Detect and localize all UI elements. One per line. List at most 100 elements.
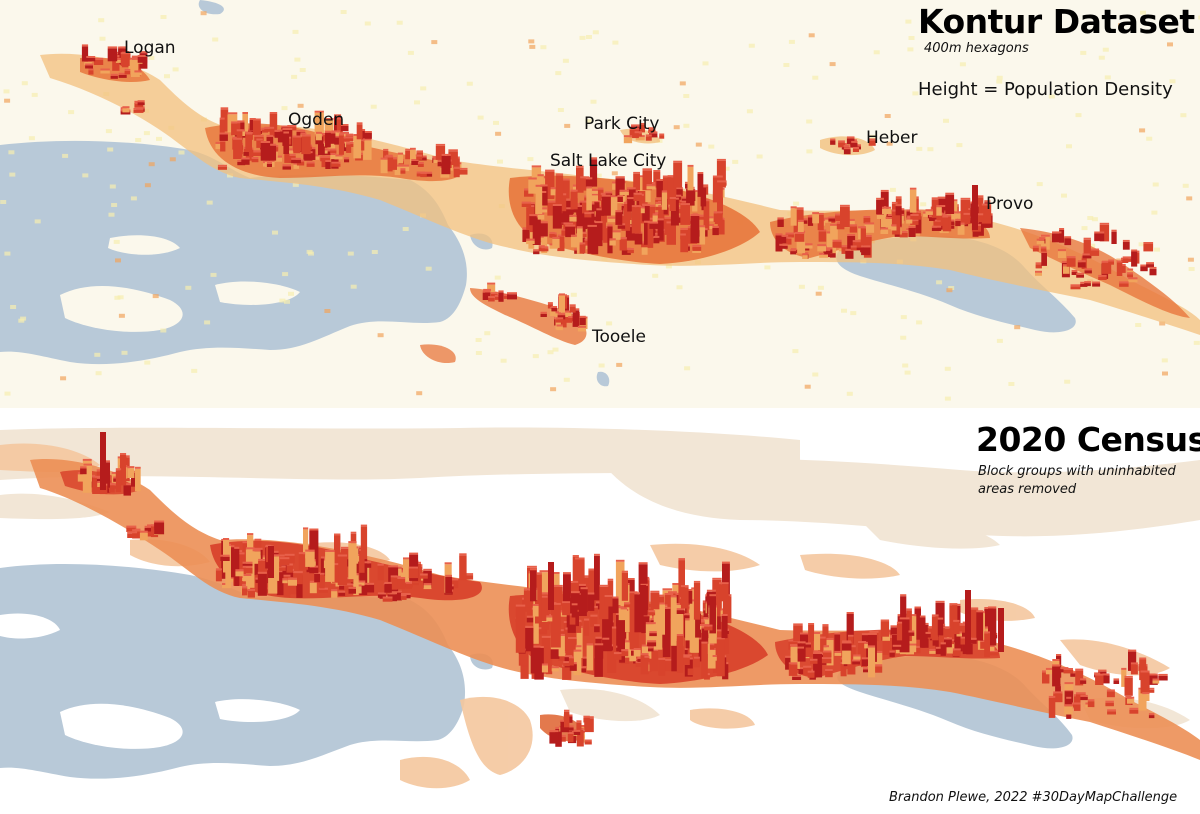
density-bar-top (1056, 654, 1062, 656)
density-bar-top (703, 617, 710, 620)
density-bar (908, 632, 915, 636)
density-bar (441, 163, 451, 175)
density-bar (154, 522, 165, 535)
density-bar-top (324, 118, 334, 120)
sparse-hex (817, 285, 824, 290)
density-bar-top (411, 159, 419, 161)
density-bar (120, 455, 127, 486)
density-bar (840, 664, 847, 677)
density-bar (115, 470, 122, 493)
density-bar (390, 159, 397, 170)
density-bar (832, 241, 842, 248)
density-bar-top (528, 177, 537, 180)
sparse-hex (944, 396, 951, 401)
density-bar (674, 614, 684, 647)
density-bar-top (896, 621, 903, 624)
density-bar (539, 572, 549, 604)
density-bar (680, 235, 686, 240)
density-bar-top (826, 637, 834, 640)
density-bar (797, 221, 804, 240)
density-bar-top (229, 545, 235, 548)
density-bar-top (712, 226, 719, 228)
density-bar-top (717, 180, 727, 183)
density-bar-top (219, 132, 228, 135)
density-bar-top (293, 162, 299, 165)
density-bar (876, 199, 884, 215)
density-bar-top (1064, 682, 1074, 685)
sparse-hex (886, 141, 893, 146)
density-bar-top (680, 227, 689, 230)
density-bar (539, 597, 548, 622)
density-bar-top (133, 107, 144, 110)
density-bar (673, 162, 683, 188)
sparse-hex (28, 136, 35, 141)
density-bar (551, 308, 558, 312)
density-bar-top (556, 324, 563, 327)
density-bar-top (380, 157, 388, 160)
density-bar-top (1080, 678, 1087, 681)
density-bar (639, 208, 645, 214)
density-bar-top (233, 137, 243, 140)
density-bar (576, 627, 583, 658)
density-bar-top (661, 190, 668, 193)
density-bar-top (570, 189, 578, 192)
density-bar-top (576, 205, 586, 207)
density-bar-top (1089, 248, 1100, 251)
density-bar-top (861, 657, 869, 660)
density-bar (546, 617, 553, 622)
sparse-hex (570, 292, 577, 297)
density-bar (1142, 694, 1150, 702)
density-bar-top (334, 135, 343, 138)
density-bar-top (852, 147, 859, 149)
density-bar (329, 141, 336, 149)
density-bar-top (988, 606, 997, 609)
density-bar (1099, 224, 1110, 242)
sparse-hex (497, 159, 503, 164)
density-bar-top (1122, 256, 1133, 259)
density-bar (594, 555, 600, 601)
sparse-hex (527, 157, 534, 162)
density-bar-top (257, 571, 267, 574)
density-bar (709, 596, 716, 634)
density-bar-top (655, 201, 662, 204)
density-bar (537, 214, 545, 220)
city-label-tooele: Tooele (592, 327, 646, 347)
sparse-hex (282, 272, 289, 277)
density-bar-top (642, 168, 652, 171)
density-bar (217, 166, 227, 170)
density-bar-top (300, 132, 307, 135)
density-bar (420, 173, 427, 178)
density-bar (861, 635, 871, 663)
density-bar-top (709, 224, 714, 226)
density-bar (485, 292, 491, 298)
density-bar (889, 652, 895, 657)
sparse-hex (484, 331, 491, 336)
density-bar-top (790, 644, 800, 647)
density-bar (662, 608, 671, 657)
sparse-hex (299, 68, 306, 72)
density-bar-top (925, 209, 933, 212)
density-bar (936, 207, 942, 216)
density-bar (873, 652, 883, 665)
density-bar (573, 731, 581, 735)
density-bar-top (777, 217, 784, 220)
density-bar (648, 129, 656, 133)
density-bar (93, 59, 104, 65)
density-bar-top (532, 215, 541, 218)
density-bar (269, 114, 278, 137)
density-bar-top (331, 589, 338, 592)
density-bar (1035, 272, 1042, 276)
density-bar (569, 306, 576, 313)
density-bar-top (577, 725, 587, 727)
density-bar-top (1075, 668, 1084, 671)
kontur-legend: Height = Population Density (918, 79, 1173, 100)
density-bar (276, 567, 286, 571)
density-bar-top (846, 612, 854, 614)
density-bar (826, 233, 836, 254)
sparse-hex (95, 371, 102, 376)
density-bar-top (692, 244, 702, 247)
density-bar-top (286, 563, 293, 566)
density-bar (324, 120, 334, 135)
density-bar-top (597, 187, 604, 190)
density-bar (589, 159, 598, 187)
